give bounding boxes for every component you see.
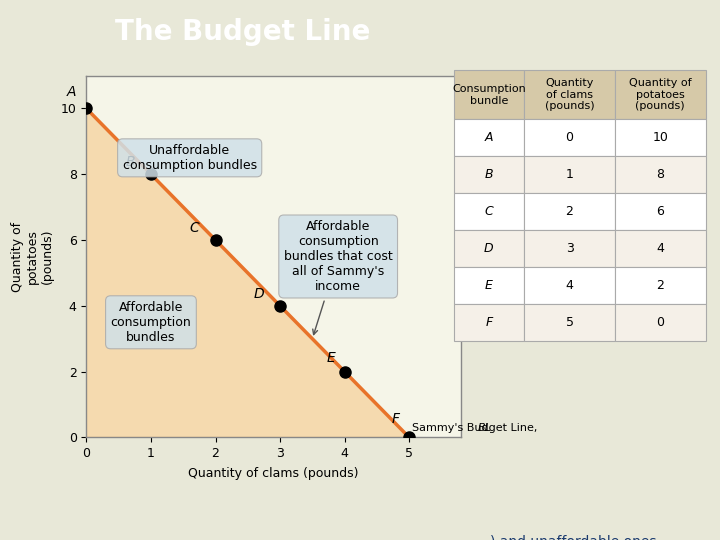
Text: 3: 3 [566, 242, 573, 255]
Text: 8: 8 [656, 168, 665, 181]
FancyBboxPatch shape [454, 157, 524, 193]
Text: ) and unaffordable ones.: ) and unaffordable ones. [490, 535, 660, 540]
Text: Sammy's Budget Line,: Sammy's Budget Line, [413, 422, 541, 433]
FancyBboxPatch shape [615, 119, 706, 157]
Text: 0: 0 [565, 131, 574, 144]
Text: A: A [67, 85, 77, 99]
FancyBboxPatch shape [454, 304, 524, 341]
FancyBboxPatch shape [615, 304, 706, 341]
FancyBboxPatch shape [524, 304, 615, 341]
Text: Consumption
bundle: Consumption bundle [452, 84, 526, 106]
FancyBboxPatch shape [615, 230, 706, 267]
Text: C: C [189, 221, 199, 235]
Text: F: F [392, 412, 400, 426]
Text: 10: 10 [652, 131, 668, 144]
Text: B: B [485, 168, 493, 181]
FancyBboxPatch shape [615, 267, 706, 304]
Y-axis label: Quantity of
potatoes
(pounds): Quantity of potatoes (pounds) [11, 221, 54, 292]
Text: Quantity
of clams
(pounds): Quantity of clams (pounds) [545, 78, 594, 111]
Text: 0: 0 [656, 316, 665, 329]
Text: Affordable
consumption
bundles that cost
all of Sammy's
income: Affordable consumption bundles that cost… [284, 220, 392, 335]
Text: 6: 6 [657, 205, 664, 218]
Text: A: A [485, 131, 493, 144]
Text: 1: 1 [566, 168, 573, 181]
Text: 4: 4 [657, 242, 664, 255]
FancyBboxPatch shape [454, 267, 524, 304]
Text: The Budget Line: The Budget Line [115, 18, 371, 46]
FancyBboxPatch shape [524, 230, 615, 267]
FancyBboxPatch shape [524, 193, 615, 230]
Text: Affordable
consumption
bundles: Affordable consumption bundles [111, 301, 192, 344]
Text: 2: 2 [657, 279, 664, 292]
FancyBboxPatch shape [615, 193, 706, 230]
Text: Unaffordable
consumption bundles: Unaffordable consumption bundles [122, 144, 257, 172]
Text: D: D [484, 242, 494, 255]
FancyBboxPatch shape [524, 70, 615, 119]
Text: 4: 4 [566, 279, 573, 292]
FancyBboxPatch shape [615, 157, 706, 193]
FancyBboxPatch shape [454, 193, 524, 230]
FancyBboxPatch shape [524, 119, 615, 157]
Text: E: E [485, 279, 492, 292]
X-axis label: Quantity of clams (pounds): Quantity of clams (pounds) [189, 467, 359, 480]
FancyBboxPatch shape [454, 119, 524, 157]
FancyBboxPatch shape [454, 230, 524, 267]
Text: E: E [326, 351, 335, 365]
FancyBboxPatch shape [615, 70, 706, 119]
Polygon shape [86, 109, 409, 437]
Text: BL: BL [477, 422, 491, 433]
Text: Quantity of
potatoes
(pounds): Quantity of potatoes (pounds) [629, 78, 691, 111]
Text: D: D [253, 287, 264, 301]
Text: C: C [485, 205, 493, 218]
FancyBboxPatch shape [454, 70, 524, 119]
FancyBboxPatch shape [524, 267, 615, 304]
FancyBboxPatch shape [524, 157, 615, 193]
Text: 2: 2 [566, 205, 573, 218]
Text: 5: 5 [565, 316, 574, 329]
Text: B: B [125, 156, 135, 170]
Text: F: F [485, 316, 492, 329]
